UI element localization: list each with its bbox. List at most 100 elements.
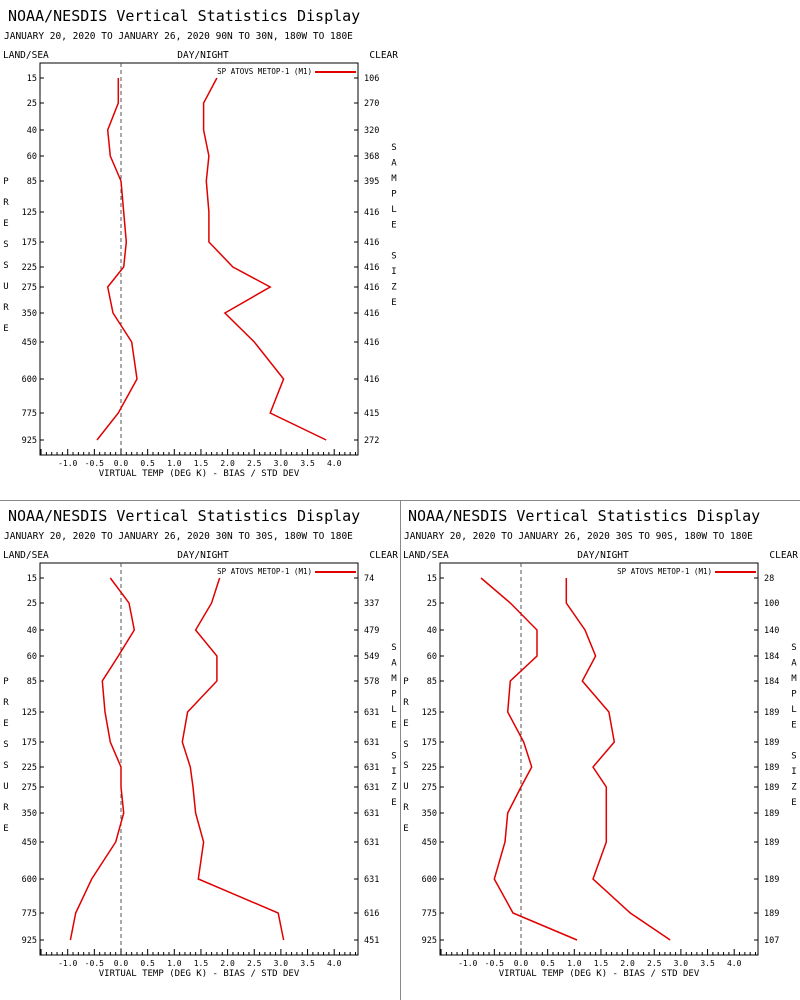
right-axis-label-letter: S [791, 643, 796, 653]
pressure-level-label: 600 [22, 375, 37, 385]
sample-size-label: 368 [364, 152, 379, 162]
header-clear: CLEAR [769, 550, 798, 561]
sample-size-label: 631 [364, 763, 379, 773]
y-axis-label-letter: E [3, 324, 8, 334]
pressure-level-label: 25 [27, 99, 37, 109]
sample-size-label: 189 [764, 738, 779, 748]
right-axis-label-letter: A [391, 659, 397, 669]
y-axis-label-letter: E [3, 719, 8, 729]
std-dev-series-line [565, 578, 671, 941]
x-tick-label: 1.0 [167, 959, 182, 968]
pressure-level-label: 275 [422, 783, 437, 793]
pressure-level-label: 175 [422, 738, 437, 748]
sample-size-label: 189 [764, 763, 779, 773]
x-axis-label: VIRTUAL TEMP (DEG K) - BIAS / STD DEV [499, 969, 700, 979]
pressure-level-label: 125 [22, 208, 37, 218]
sample-size-label: 184 [764, 677, 779, 687]
x-tick-label: 3.5 [700, 959, 715, 968]
sample-size-label: 140 [764, 626, 779, 636]
right-axis-label-letter: L [391, 705, 396, 715]
x-tick-label: 0.0 [514, 959, 529, 968]
right-axis-label-letter: E [791, 798, 796, 808]
right-axis-label-letter: M [391, 674, 397, 684]
pressure-level-label: 450 [22, 338, 37, 348]
right-axis-label-letter: Z [391, 283, 397, 293]
right-axis-label-letter: E [391, 221, 396, 231]
y-axis-label-letter: P [3, 677, 9, 687]
right-axis-label-letter: I [791, 767, 796, 777]
chart-subtitle: JANUARY 20, 2020 TO JANUARY 26, 2020 90N… [4, 31, 353, 42]
sample-size-label: 100 [764, 599, 779, 609]
pressure-level-label: 275 [22, 783, 37, 793]
x-tick-label: 2.0 [620, 959, 635, 968]
sample-size-label: 578 [364, 677, 379, 687]
x-tick-label: 2.5 [247, 459, 262, 468]
y-axis-label-letter: R [3, 303, 9, 313]
chart-svg: NOAA/NESDIS Vertical Statistics Display J… [3, 507, 398, 979]
y-axis-label-letter: R [403, 803, 409, 813]
chart-title: NOAA/NESDIS Vertical Statistics Display [408, 507, 760, 525]
right-axis-label-letter: P [391, 690, 397, 700]
right-axis-label-letter: E [391, 721, 396, 731]
x-tick-label: -0.5 [85, 959, 104, 968]
pressure-level-label: 925 [22, 436, 37, 446]
sample-size-label: 416 [364, 283, 379, 293]
right-axis-label-letter: E [391, 798, 396, 808]
x-tick-label: 2.0 [220, 459, 235, 468]
y-axis-label-letter: U [3, 282, 8, 292]
chart-panel-30n-30s: NOAA/NESDIS Vertical Statistics Display J… [0, 500, 400, 1000]
y-axis-label-letter: R [403, 698, 409, 708]
y-axis-label-letter: S [3, 761, 8, 771]
right-axis-label-letter: L [391, 205, 396, 215]
right-axis-label-letter: Z [791, 783, 797, 793]
pressure-level-label: 40 [27, 126, 37, 136]
right-axis-label-letter: E [791, 721, 796, 731]
header-land-sea: LAND/SEA [403, 550, 449, 561]
x-tick-label: -1.0 [58, 959, 77, 968]
y-axis-label-letter: S [403, 761, 408, 771]
sample-size-label: 74 [364, 574, 374, 584]
right-axis-label-letter: S [791, 752, 796, 762]
header-clear: CLEAR [369, 550, 398, 561]
bias-series-line [480, 577, 578, 941]
sample-size-label: 320 [364, 126, 379, 136]
header-day-night: DAY/NIGHT [177, 550, 229, 561]
right-axis-label-letter: I [391, 267, 396, 277]
pressure-level-label: 15 [27, 574, 37, 584]
x-tick-label: 2.5 [647, 959, 662, 968]
pressure-level-label: 775 [422, 909, 437, 919]
pressure-level-label: 15 [427, 574, 437, 584]
chart-panel-90n-30n: NOAA/NESDIS Vertical Statistics Display J… [0, 0, 400, 500]
x-tick-label: 3.5 [300, 959, 315, 968]
pressure-level-label: 15 [27, 74, 37, 84]
sample-size-label: 189 [764, 838, 779, 848]
sample-size-label: 184 [764, 652, 779, 662]
x-tick-label: 0.5 [140, 959, 155, 968]
sample-size-label: 451 [364, 936, 379, 946]
x-tick-label: 0.0 [114, 459, 129, 468]
x-axis-label: VIRTUAL TEMP (DEG K) - BIAS / STD DEV [99, 469, 300, 479]
sample-size-label: 479 [364, 626, 379, 636]
x-tick-label: 0.0 [114, 959, 129, 968]
right-axis-label-letter: S [391, 643, 396, 653]
pressure-level-label: 60 [27, 152, 37, 162]
sample-size-label: 631 [364, 838, 379, 848]
sample-size-label: 337 [364, 599, 379, 609]
chart-subtitle: JANUARY 20, 2020 TO JANUARY 26, 2020 30S… [404, 531, 753, 542]
header-day-night: DAY/NIGHT [577, 550, 629, 561]
pressure-level-label: 275 [22, 283, 37, 293]
right-axis-label-letter: M [791, 674, 797, 684]
x-tick-label: -1.0 [458, 959, 477, 968]
pressure-level-label: 125 [22, 708, 37, 718]
pressure-level-label: 775 [22, 409, 37, 419]
chart-title: NOAA/NESDIS Vertical Statistics Display [8, 7, 360, 25]
right-axis-label-letter: Z [391, 783, 397, 793]
y-axis-label-letter: S [3, 740, 8, 750]
x-tick-label: 0.5 [140, 459, 155, 468]
x-tick-label: -0.5 [485, 959, 504, 968]
right-axis-label-letter: A [391, 159, 397, 169]
pressure-level-label: 125 [422, 708, 437, 718]
pressure-level-label: 775 [22, 909, 37, 919]
right-axis-label-letter: M [391, 174, 397, 184]
sample-size-label: 631 [364, 875, 379, 885]
